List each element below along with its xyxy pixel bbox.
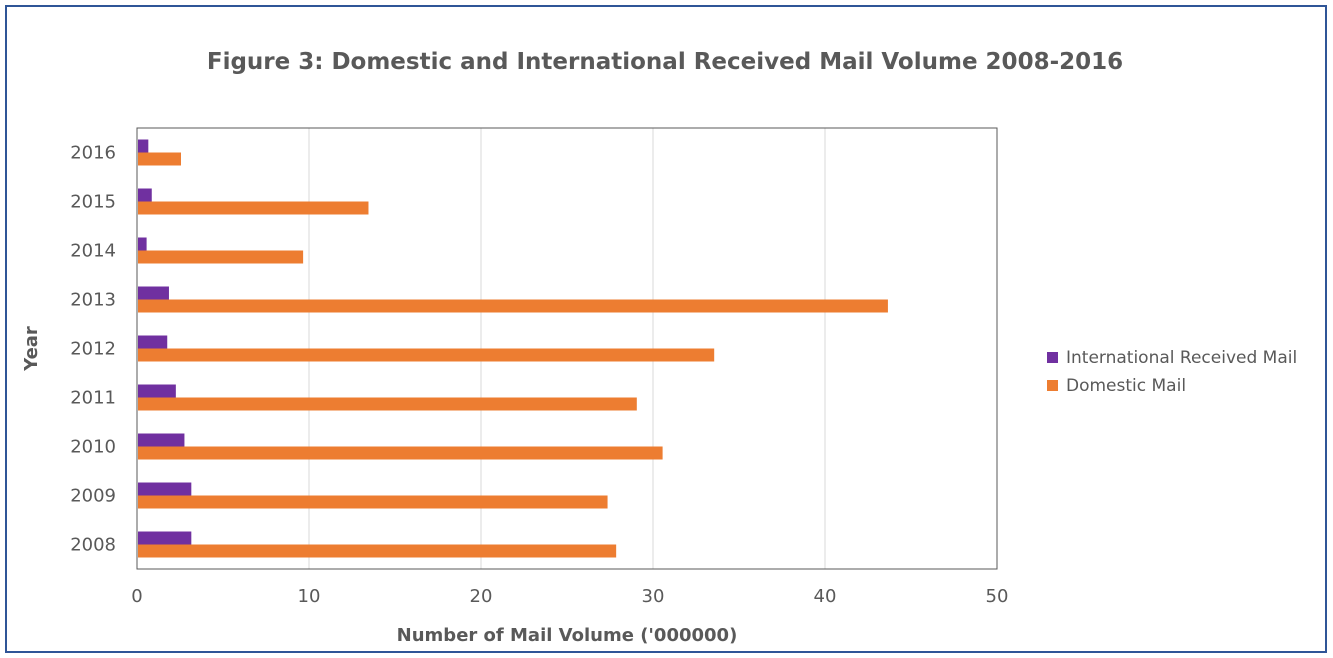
bar-domestic-2009 <box>138 495 608 509</box>
bar-international-2011 <box>138 384 176 398</box>
y-tick-label: 2012 <box>70 339 116 360</box>
legend-label: International Received Mail <box>1066 348 1297 368</box>
legend-item-domestic: Domestic Mail <box>1047 376 1186 396</box>
y-axis-title: Year <box>21 326 42 372</box>
bar-domestic-2010 <box>138 446 663 460</box>
chart-title: Figure 3: Domestic and International Rec… <box>207 49 1123 75</box>
y-tick-label: 2009 <box>70 486 116 507</box>
legend-label: Domestic Mail <box>1066 376 1186 396</box>
bar-international-2010 <box>138 433 185 447</box>
bars <box>138 139 888 558</box>
bar-domestic-2015 <box>138 201 369 215</box>
x-tick-label: 50 <box>986 586 1009 607</box>
bar-international-2016 <box>138 139 149 153</box>
bar-international-2009 <box>138 482 192 496</box>
bar-international-2012 <box>138 335 168 349</box>
y-tick-label: 2010 <box>70 437 116 458</box>
x-tick-label: 10 <box>298 586 321 607</box>
legend-swatch <box>1047 380 1058 391</box>
bar-domestic-2008 <box>138 544 617 558</box>
y-tick-label: 2014 <box>70 241 116 262</box>
y-tick-label: 2016 <box>70 143 116 164</box>
legend-item-international: International Received Mail <box>1047 348 1297 368</box>
chart-frame: Figure 3: Domestic and International Rec… <box>5 5 1327 653</box>
bar-international-2008 <box>138 531 192 545</box>
x-axis-tick-labels: 0 10 20 30 40 50 <box>131 586 1008 607</box>
x-tick-label: 30 <box>642 586 665 607</box>
x-tick-label: 40 <box>814 586 837 607</box>
legend: International Received Mail Domestic Mail <box>1047 348 1297 396</box>
bar-chart: Figure 3: Domestic and International Rec… <box>21 49 1297 646</box>
bar-domestic-2011 <box>138 397 637 411</box>
legend-swatch <box>1047 352 1058 363</box>
plot-area-border <box>136 127 998 570</box>
y-axis-tick-labels: 2008 2009 2010 2011 2012 2013 2014 2015 2016 <box>70 143 116 556</box>
bar-domestic-2012 <box>138 348 715 362</box>
x-tick-label: 0 <box>131 586 142 607</box>
bar-international-2015 <box>138 188 152 202</box>
x-axis-title: Number of Mail Volume ('000000) <box>397 625 738 646</box>
y-tick-label: 2008 <box>70 535 116 556</box>
bar-international-2013 <box>138 286 169 300</box>
bar-domestic-2014 <box>138 250 304 264</box>
y-tick-label: 2013 <box>70 290 116 311</box>
x-tick-label: 20 <box>470 586 493 607</box>
y-tick-label: 2011 <box>70 388 116 409</box>
y-tick-label: 2015 <box>70 192 116 213</box>
bar-international-2014 <box>138 237 147 251</box>
bar-domestic-2013 <box>138 299 888 313</box>
bar-domestic-2016 <box>138 152 181 166</box>
